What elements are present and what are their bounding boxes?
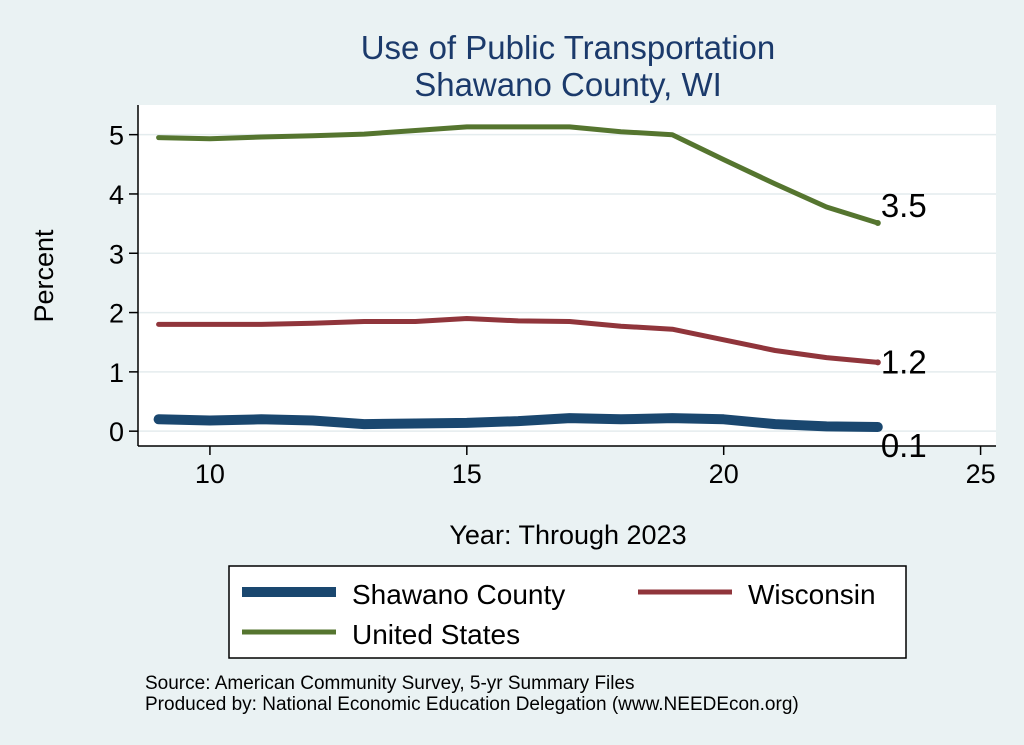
chart-title-line-1: Use of Public Transportation — [361, 29, 776, 66]
y-tick-label: 1 — [109, 358, 124, 388]
x-tick-label: 10 — [195, 459, 225, 489]
y-tick-label: 2 — [109, 299, 124, 329]
series-line-united-states — [156, 124, 881, 226]
series-line-shawano-county — [153, 413, 883, 432]
y-tick-label: 5 — [109, 121, 124, 151]
end-labels: 0.1 1.2 3.5 — [881, 187, 927, 464]
plot-area — [138, 105, 996, 446]
chart-title-line-2: Shawano County, WI — [414, 66, 722, 103]
end-value-label: 0.1 — [881, 427, 927, 464]
series-end-point — [874, 359, 881, 366]
producer-note: Produced by: National Economic Education… — [145, 694, 799, 715]
source-note: Source: American Community Survey, 5-yr … — [145, 673, 635, 694]
y-axis: 0 1 2 3 4 5 — [109, 105, 139, 447]
x-axis: 10 15 20 25 — [138, 445, 996, 489]
legend: Shawano County Wisconsin United States — [228, 565, 907, 659]
end-value-label: 1.2 — [881, 343, 927, 380]
y-tick-label: 3 — [109, 239, 124, 269]
legend-label-shawano: Shawano County — [352, 579, 565, 610]
chart-title: Use of Public Transportation Shawano Cou… — [361, 29, 776, 103]
legend-label-wisconsin: Wisconsin — [748, 579, 876, 610]
series-group — [153, 124, 883, 432]
x-tick-label: 15 — [452, 459, 482, 489]
y-tick-label: 0 — [109, 417, 124, 447]
x-tick-label: 25 — [966, 459, 996, 489]
x-tick-label: 20 — [709, 459, 739, 489]
legend-box — [228, 565, 907, 659]
series-end-point — [874, 220, 881, 227]
series-end-point — [874, 424, 881, 431]
series-line-wisconsin — [156, 316, 881, 365]
x-axis-title: Year: Through 2023 — [449, 520, 686, 550]
legend-label-united-states: United States — [352, 619, 520, 650]
end-value-label: 3.5 — [881, 187, 927, 224]
y-tick-label: 4 — [109, 180, 124, 210]
y-axis-title: Percent — [29, 229, 59, 323]
